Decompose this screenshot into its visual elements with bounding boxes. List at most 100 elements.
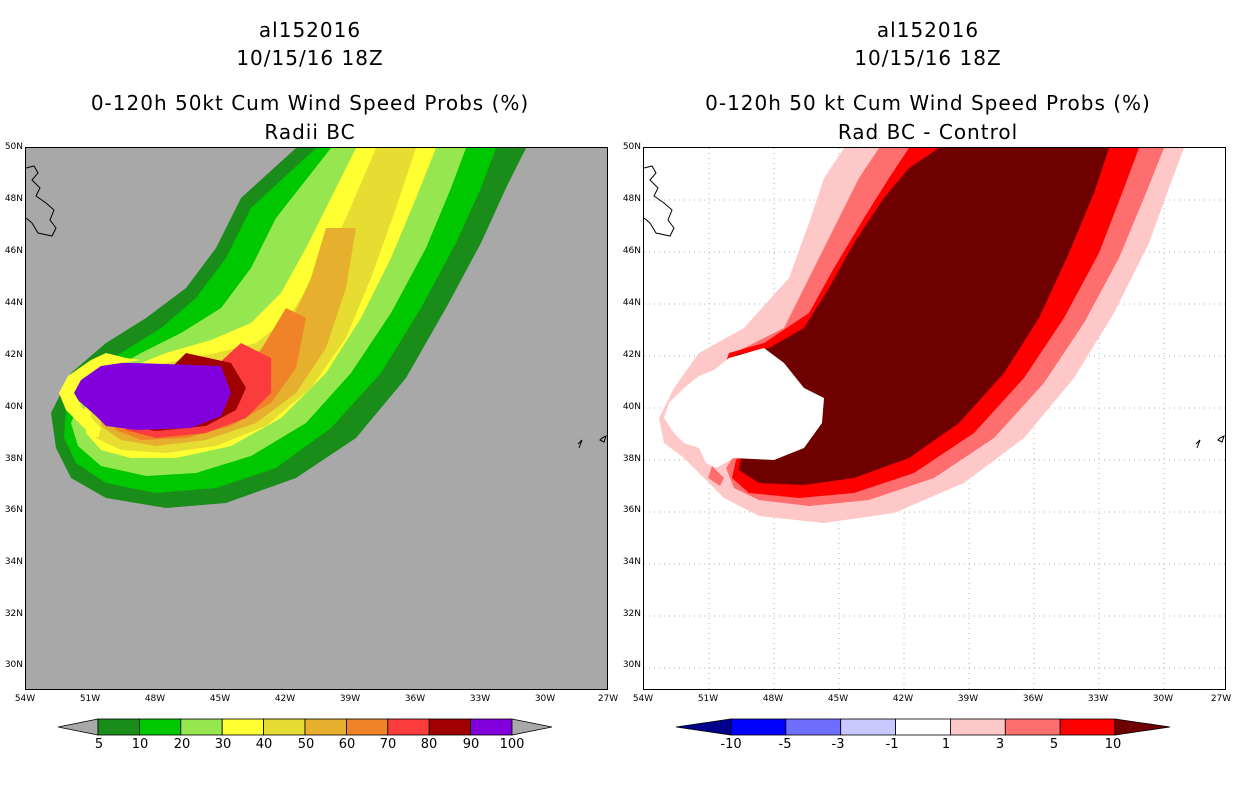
lat-label: 38N (622, 454, 641, 464)
colorbar-segment (263, 718, 306, 736)
lat-label: 32N (622, 609, 641, 619)
colorbar-segment (470, 718, 513, 736)
colorbar-segment (840, 718, 896, 736)
colorbar-segment (950, 718, 1006, 736)
lon-label: 30W (1152, 694, 1174, 704)
left-colorbar (58, 718, 553, 736)
colorbar-segment (730, 718, 787, 736)
colorbar-label: 100 (499, 737, 525, 752)
colorbar-label: -3 (831, 737, 845, 752)
colorbar-segment (304, 718, 347, 736)
lat-label: 32N (4, 609, 23, 619)
colorbar-segment (428, 718, 472, 736)
colorbar-label: 20 (173, 737, 191, 752)
colorbar-end-left (676, 718, 732, 736)
colorbar-segments (97, 718, 513, 736)
lat-label: 42N (622, 350, 641, 360)
right-title-date: 10/15/16 18Z (854, 46, 1002, 70)
colorbar-label: 50 (297, 737, 315, 752)
lon-label: 33W (469, 694, 491, 704)
lon-label: 54W (632, 694, 654, 704)
lat-label: 36N (622, 505, 641, 515)
lon-label: 42W (892, 694, 914, 704)
lon-label: 30W (534, 694, 556, 704)
right-colorbar (676, 718, 1171, 736)
lon-label: 27W (1210, 694, 1232, 704)
lon-label: 51W (79, 694, 101, 704)
colorbar-segment (387, 718, 430, 736)
colorbar-label: 10 (131, 737, 149, 752)
left-title-storm: al152016 (258, 18, 362, 42)
colorbar-end-right (511, 718, 553, 736)
lat-label: 36N (4, 505, 23, 515)
lat-label: 40N (622, 402, 641, 412)
left-contour-fill (51, 148, 526, 508)
lat-label: 38N (4, 454, 23, 464)
colorbar-label: 1 (941, 737, 951, 752)
lon-label: 48W (762, 694, 784, 704)
colorbar-label: -1 (885, 737, 899, 752)
lat-label: 30N (622, 660, 641, 670)
left-probability-map (26, 148, 607, 508)
lon-label: 48W (144, 694, 166, 704)
right-title-product: 0-120h 50 kt Cum Wind Speed Probs (%) (705, 91, 1151, 115)
colorbar-label: -10 (720, 737, 742, 752)
colorbar-segment (1059, 718, 1116, 736)
lon-label: 36W (404, 694, 426, 704)
colorbar-label: 30 (214, 737, 232, 752)
right-title-storm: al152016 (876, 18, 980, 42)
lat-label: 50N (4, 142, 23, 152)
colorbar-label: 3 (995, 737, 1005, 752)
lat-label: 40N (4, 402, 23, 412)
colorbar-segment (221, 718, 264, 736)
colorbar-label: 5 (1049, 737, 1059, 752)
left-title-subtitle: Radii BC (264, 120, 356, 144)
colorbar-segment (139, 718, 182, 736)
left-title-product: 0-120h 50kt Cum Wind Speed Probs (%) (90, 91, 530, 115)
lon-label: 42W (274, 694, 296, 704)
colorbar-segments (730, 718, 1116, 736)
colorbar-segment (1004, 718, 1061, 736)
left-coastline (26, 165, 607, 449)
colorbar-label: 10 (1104, 737, 1122, 752)
colorbar-segment (180, 718, 223, 736)
left-title-date: 10/15/16 18Z (236, 46, 384, 70)
lat-label: 42N (4, 350, 23, 360)
lon-label: 33W (1087, 694, 1109, 704)
colorbar-end-right (1114, 718, 1171, 736)
colorbar-label: 70 (379, 737, 397, 752)
right-title-subtitle: Rad BC - Control (837, 120, 1019, 144)
colorbar-segment (97, 718, 140, 736)
lon-label: 27W (597, 694, 619, 704)
colorbar-end-left (58, 718, 99, 736)
lat-label: 48N (622, 194, 641, 204)
lat-label: 34N (4, 557, 23, 567)
lon-label: 39W (339, 694, 361, 704)
lat-label: 34N (622, 557, 641, 567)
lon-label: 36W (1022, 694, 1044, 704)
lat-label: 46N (4, 246, 23, 256)
colorbar-label: 5 (94, 737, 104, 752)
colorbar-segment (895, 718, 951, 736)
right-contour-fill (659, 148, 1184, 523)
lat-label: 44N (4, 298, 23, 308)
colorbar-segment (345, 718, 389, 736)
colorbar-segment (785, 718, 842, 736)
colorbar-label: 90 (462, 737, 480, 752)
right-map-panel (643, 147, 1226, 690)
lat-label: 46N (622, 246, 641, 256)
colorbar-label: 80 (420, 737, 438, 752)
colorbar-label: 60 (338, 737, 356, 752)
lon-label: 51W (697, 694, 719, 704)
lat-label: 44N (622, 298, 641, 308)
left-map-panel (25, 147, 608, 690)
lon-label: 39W (957, 694, 979, 704)
lat-label: 48N (4, 194, 23, 204)
lon-label: 54W (14, 694, 36, 704)
colorbar-label: -5 (778, 737, 792, 752)
lat-label: 30N (4, 660, 23, 670)
lon-label: 45W (827, 694, 849, 704)
lat-label: 50N (622, 142, 641, 152)
lon-label: 45W (209, 694, 231, 704)
colorbar-label: 40 (255, 737, 273, 752)
